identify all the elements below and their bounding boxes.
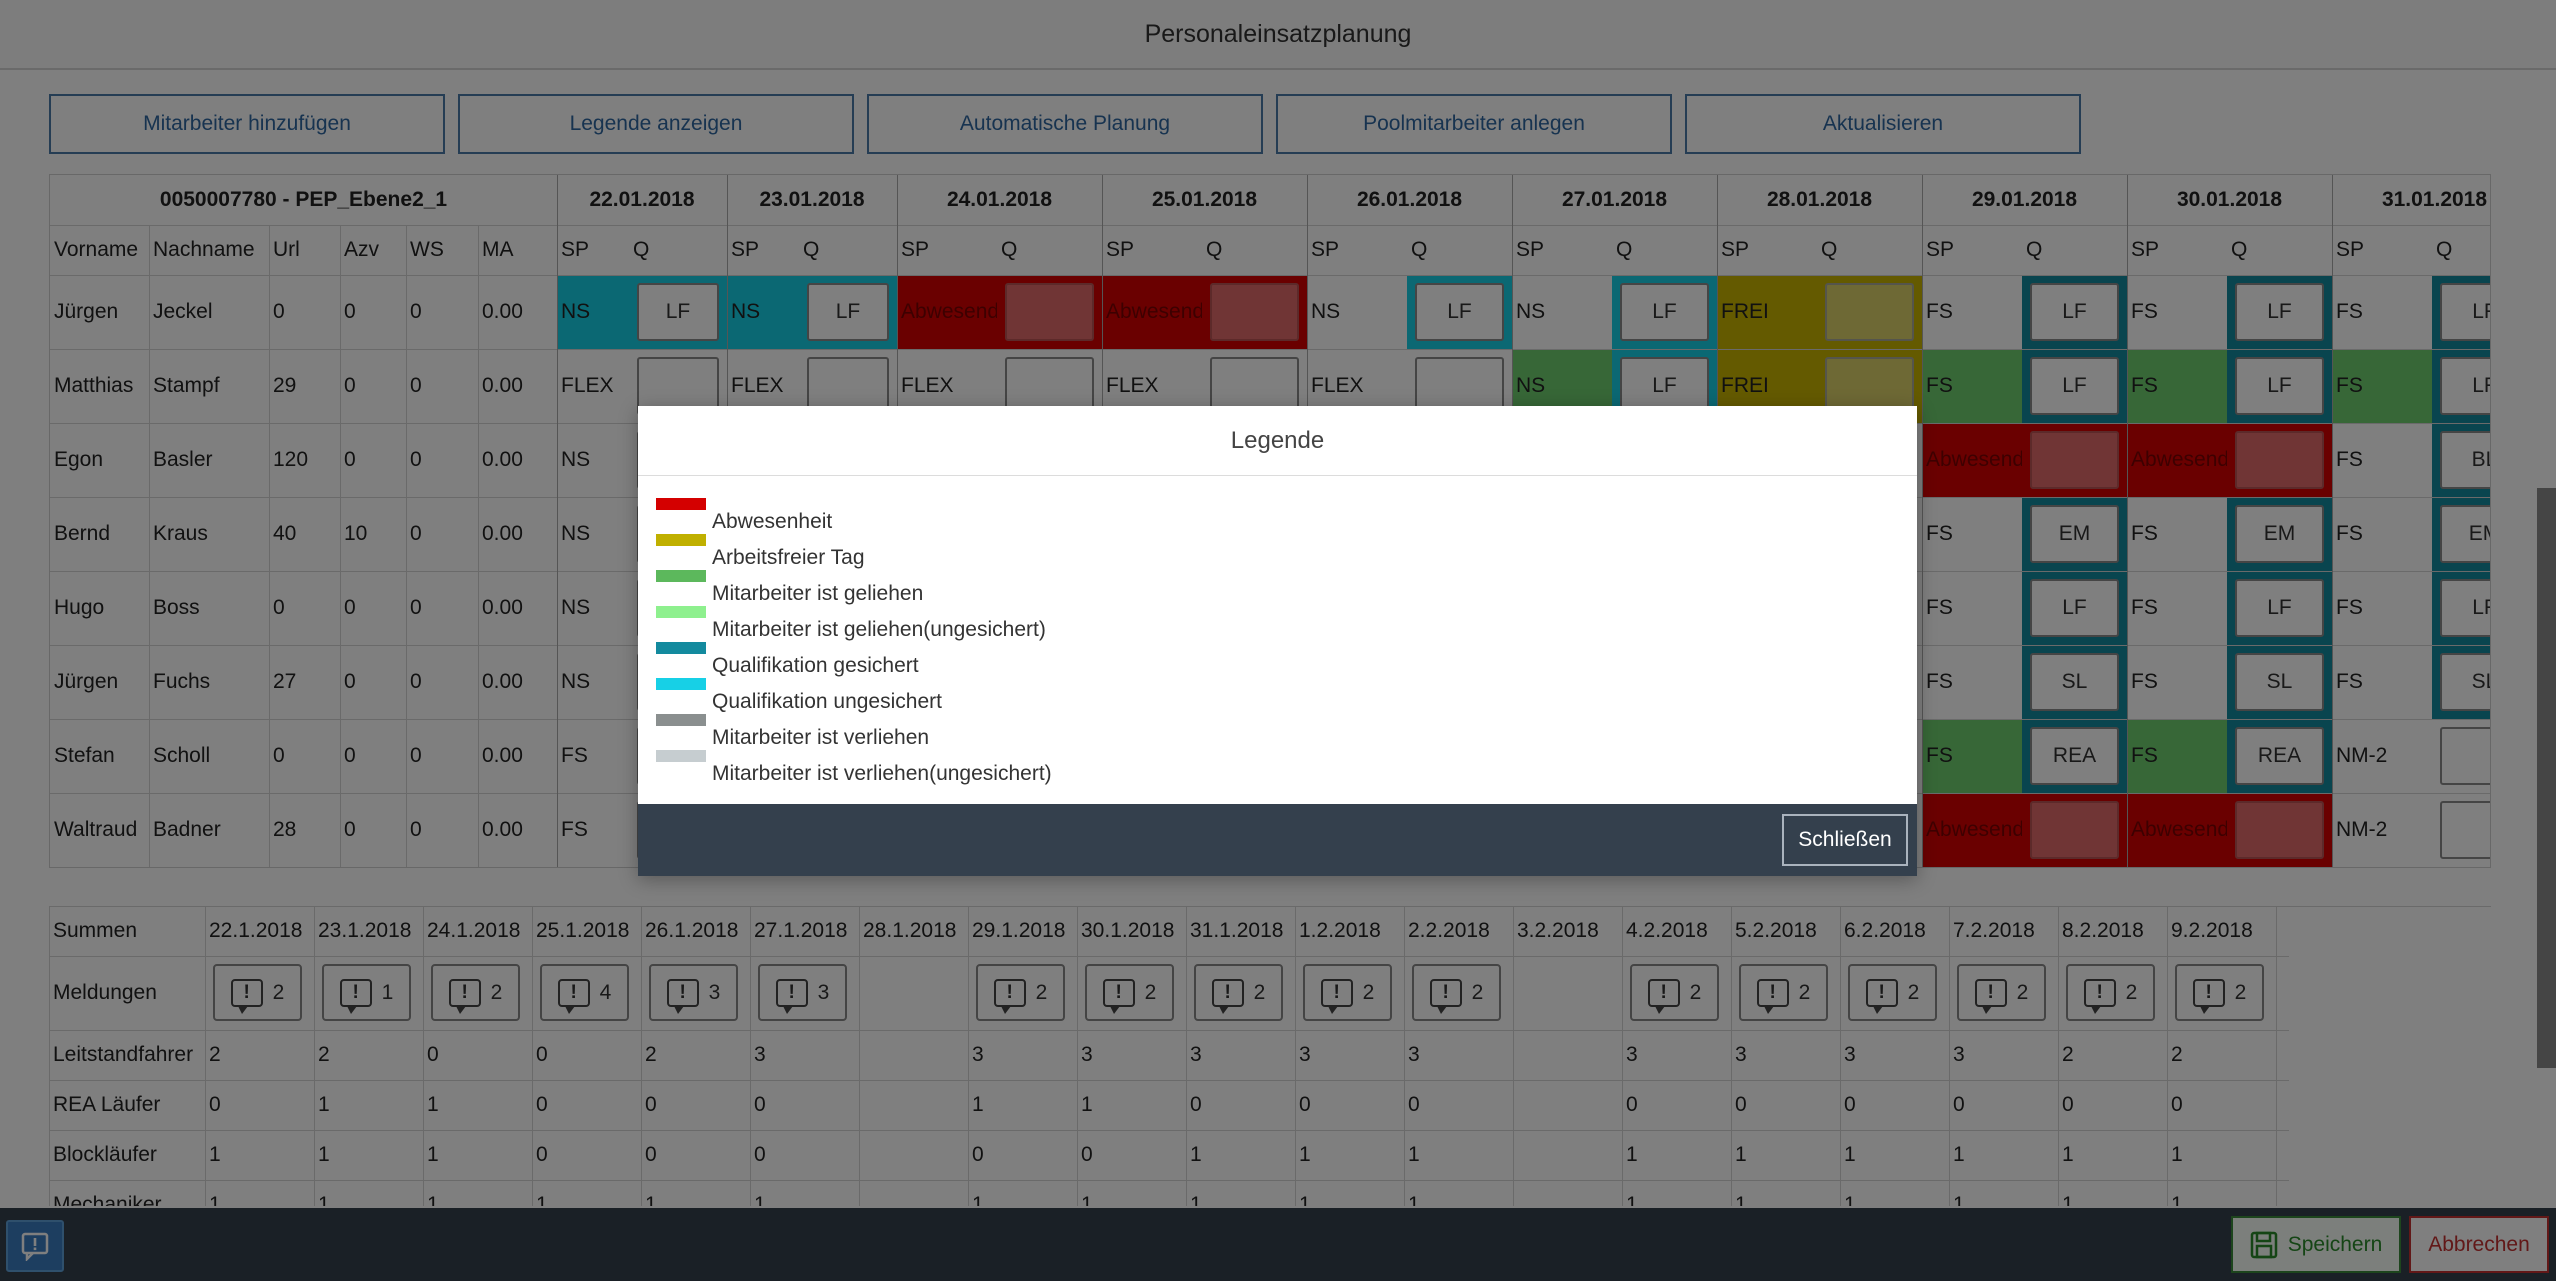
dialog-title: Legende	[1230, 426, 1325, 454]
legend-swatch	[656, 498, 706, 510]
legend-label: Mitarbeiter ist geliehen	[712, 582, 924, 605]
legend-item: Qualifikation ungesichert	[656, 678, 1917, 714]
legend-label: Abwesenheit	[712, 510, 833, 533]
legend-swatch	[656, 606, 706, 618]
legend-label: Mitarbeiter ist verliehen(ungesichert)	[712, 762, 1052, 785]
legend-swatch	[656, 534, 706, 546]
legend-swatch	[656, 642, 706, 654]
legend-item: Mitarbeiter ist verliehen	[656, 714, 1917, 750]
legend-item: Qualifikation gesichert	[656, 642, 1917, 678]
legend-list: Abwesenheit Arbeitsfreier Tag Mitarbeiter …	[638, 476, 1917, 786]
legend-dialog: Legende Abwesenheit Arbeitsfreier Tag Mita…	[638, 406, 1917, 876]
legend-label: Mitarbeiter ist geliehen(ungesichert)	[712, 618, 1046, 641]
dialog-footer: Schließen	[638, 804, 1917, 876]
legend-label: Qualifikation gesichert	[712, 654, 919, 677]
dialog-header: Legende	[638, 406, 1917, 476]
legend-swatch	[656, 678, 706, 690]
legend-item: Arbeitsfreier Tag	[656, 534, 1917, 570]
legend-item: Mitarbeiter ist geliehen(ungesichert)	[656, 606, 1917, 642]
legend-swatch	[656, 570, 706, 582]
close-button[interactable]: Schließen	[1782, 814, 1908, 866]
legend-swatch	[656, 750, 706, 762]
legend-label: Qualifikation ungesichert	[712, 690, 942, 713]
legend-swatch	[656, 714, 706, 726]
legend-item: Mitarbeiter ist verliehen(ungesichert)	[656, 750, 1917, 786]
legend-label: Arbeitsfreier Tag	[712, 546, 865, 569]
legend-item: Abwesenheit	[656, 498, 1917, 534]
legend-item: Mitarbeiter ist geliehen	[656, 570, 1917, 606]
legend-label: Mitarbeiter ist verliehen	[712, 726, 930, 749]
